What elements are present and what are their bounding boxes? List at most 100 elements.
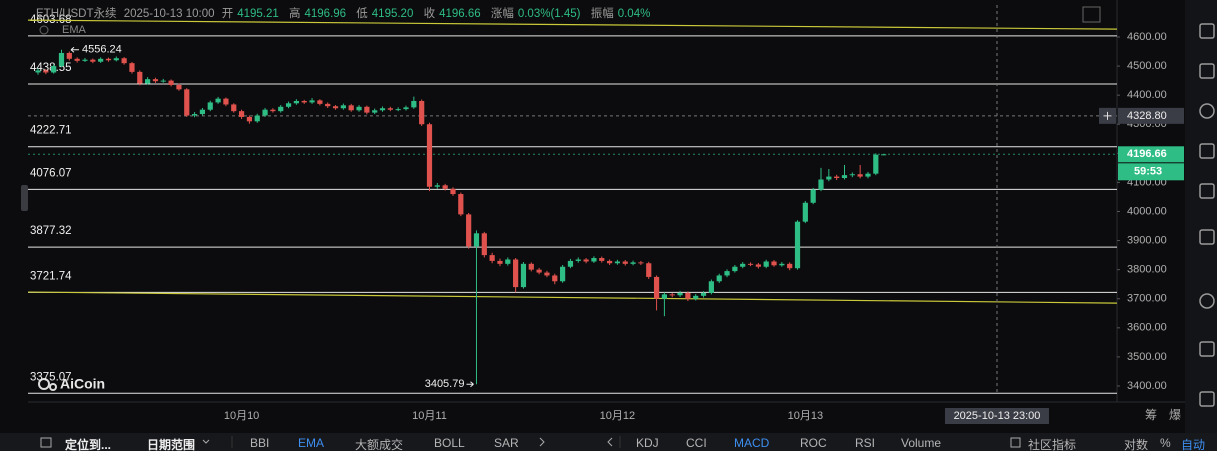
candle-body bbox=[653, 276, 660, 299]
candle-body bbox=[199, 109, 206, 115]
candle-body bbox=[426, 124, 433, 187]
candle-body bbox=[262, 109, 268, 116]
toolbar-item[interactable]: 社区指标 bbox=[1028, 438, 1077, 451]
candle-body bbox=[364, 106, 370, 113]
candle-body bbox=[192, 114, 198, 116]
candle-body bbox=[810, 189, 816, 203]
toolbar-item[interactable]: CCI bbox=[686, 436, 707, 450]
indicator-label[interactable]: EMA bbox=[62, 24, 87, 36]
candle-body bbox=[98, 58, 104, 62]
chevron-left bbox=[607, 437, 613, 447]
candle-body bbox=[270, 109, 276, 112]
x-tick-label: 10月10 bbox=[224, 410, 259, 422]
trendline bbox=[27, 291, 1118, 304]
level-label: 3721.74 bbox=[30, 270, 72, 282]
candle-body bbox=[841, 175, 848, 179]
candle-body bbox=[325, 103, 331, 107]
collapse-tab[interactable] bbox=[21, 185, 28, 211]
toolbar-item[interactable]: BOLL bbox=[434, 436, 465, 450]
candle-body bbox=[802, 202, 808, 222]
toolbar-item[interactable]: 自动 bbox=[1181, 438, 1206, 451]
candle-body bbox=[215, 98, 221, 103]
candle-body bbox=[740, 263, 746, 267]
candle-body bbox=[473, 233, 480, 247]
change-value: 0.03%(1.45) bbox=[517, 8, 581, 20]
candle-body bbox=[779, 263, 785, 266]
candle-body bbox=[583, 259, 589, 262]
eye-icon[interactable] bbox=[39, 25, 49, 35]
candle-body bbox=[661, 294, 667, 299]
candle-body bbox=[356, 106, 362, 111]
amplitude-label: 振幅 bbox=[590, 8, 614, 20]
low-label: 低 bbox=[356, 8, 368, 20]
candle-body bbox=[387, 108, 393, 110]
candle-body bbox=[693, 295, 699, 299]
toolbar-item[interactable]: 对数 bbox=[1124, 438, 1149, 451]
candle-body bbox=[207, 102, 213, 110]
chevron-down bbox=[202, 439, 210, 444]
arrow-left bbox=[70, 46, 79, 53]
candle-body bbox=[763, 261, 769, 267]
candle-body bbox=[176, 84, 182, 90]
candle-body bbox=[293, 100, 299, 104]
level-label: 3877.32 bbox=[30, 225, 72, 237]
candle-body bbox=[379, 108, 386, 111]
toolbar-item[interactable]: KDJ bbox=[636, 436, 659, 450]
toolbar-item[interactable]: 大额成交 bbox=[355, 438, 404, 451]
high-label: 高 bbox=[289, 8, 301, 20]
low-value: 4195.20 bbox=[371, 8, 414, 20]
candle-body bbox=[90, 59, 96, 62]
candle-body bbox=[630, 262, 636, 264]
candle-body bbox=[849, 174, 855, 176]
toolbar-item[interactable]: 定位到... bbox=[65, 438, 112, 451]
candle-body bbox=[403, 107, 409, 110]
toolbar-item[interactable]: Volume bbox=[901, 436, 942, 450]
candle-body bbox=[536, 269, 542, 273]
amplitude-value: 0.04% bbox=[617, 8, 651, 20]
candle-body bbox=[434, 185, 440, 187]
toolbar-item[interactable]: 日期范围 bbox=[147, 438, 196, 451]
candle-body bbox=[168, 80, 174, 85]
toolbar-item[interactable]: BBI bbox=[250, 436, 270, 450]
calendar-icon bbox=[40, 437, 52, 448]
toolbar-item[interactable]: SAR bbox=[494, 436, 519, 450]
edit-icon bbox=[1010, 437, 1021, 448]
time: 2025-10-13 10:00 bbox=[123, 8, 215, 20]
toolbar-item[interactable]: % bbox=[1160, 436, 1171, 450]
candle-body bbox=[747, 263, 754, 265]
toolbar-item[interactable]: EMA bbox=[298, 436, 325, 450]
arrow-right bbox=[466, 381, 474, 388]
candle-body bbox=[340, 105, 346, 109]
y-tick-label: 3400.00 bbox=[1127, 380, 1167, 392]
close-value: 4196.66 bbox=[439, 8, 481, 20]
y-tick-label: 4400.00 bbox=[1127, 89, 1167, 101]
candle-body bbox=[544, 272, 550, 276]
candle-body bbox=[677, 292, 683, 296]
plus-icon bbox=[1103, 111, 1112, 120]
toolbar-item[interactable]: RSI bbox=[855, 436, 876, 450]
candle-body bbox=[787, 263, 793, 269]
candle-body bbox=[818, 179, 824, 190]
axis-tool: 爆 bbox=[1169, 408, 1181, 422]
background bbox=[0, 0, 1217, 433]
toolbar-item[interactable]: ROC bbox=[800, 436, 827, 450]
axis-tool: 筹 bbox=[1145, 408, 1157, 422]
toolbar-icons bbox=[40, 436, 1021, 448]
candle-body bbox=[450, 188, 456, 195]
open-value: 4195.21 bbox=[237, 8, 279, 20]
candle-body bbox=[238, 111, 245, 117]
crosshair-price: 4328.80 bbox=[1127, 110, 1167, 122]
candle-body bbox=[552, 275, 558, 282]
candle-body bbox=[857, 174, 863, 177]
last-price: 4196.66 bbox=[1127, 148, 1167, 160]
candle-body bbox=[278, 106, 284, 112]
countdown-box bbox=[1118, 163, 1184, 181]
candle-body bbox=[113, 58, 119, 61]
y-tick-label: 3700.00 bbox=[1127, 293, 1167, 305]
sidebar-icons bbox=[1199, 23, 1215, 407]
toolbar-item[interactable]: MACD bbox=[734, 436, 770, 450]
level-label: 4076.07 bbox=[30, 167, 72, 179]
fullscreen-icon[interactable] bbox=[1082, 6, 1101, 23]
symbol[interactable]: ETH/USDT永续 bbox=[36, 8, 117, 20]
